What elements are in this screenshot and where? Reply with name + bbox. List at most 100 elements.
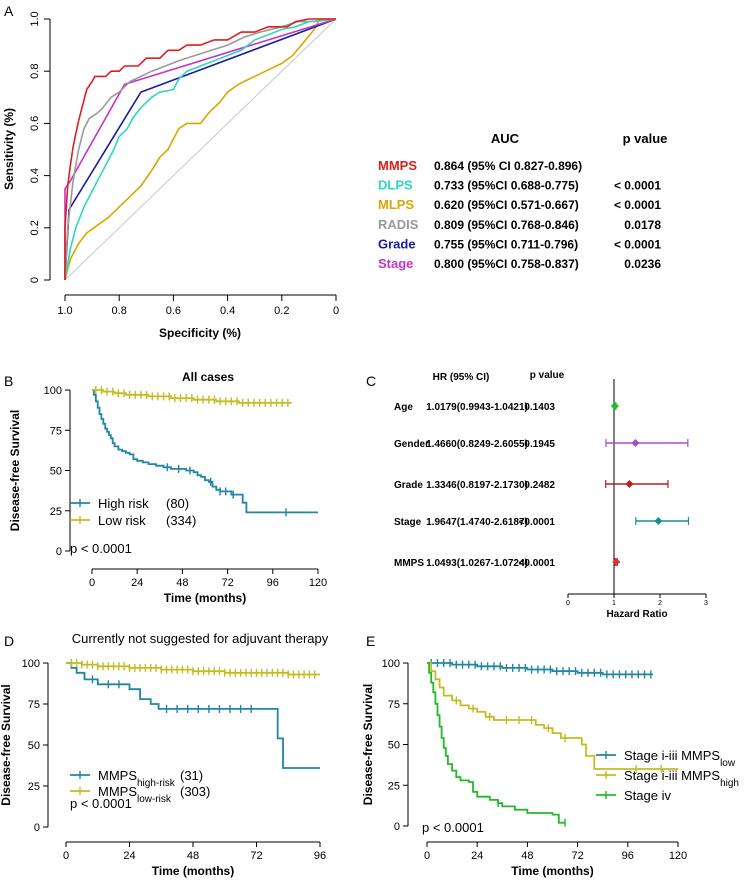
legend-count-2: (303) [180,784,210,799]
chart-title: Currently not suggested for adjuvant the… [72,631,329,646]
forest-point-estimate [610,402,619,410]
forest-point-estimate [654,517,663,525]
y-tick-label: 100 [382,658,400,670]
roc-curve-mlps [64,18,336,281]
x-tick-label: 120 [309,577,327,589]
forest-row-label: MMPS [394,558,424,569]
y-tick-label: 100 [44,385,62,397]
legend-label-2: MMPSlow-risk [98,784,172,805]
x-tick-label: 1.0 [57,305,72,317]
x-tick-label: 96 [314,850,326,862]
panel-letter-b: B [4,373,13,389]
auc-row-pvalue: < 0.0001 [614,198,661,212]
auc-row-pvalue: 0.0178 [624,218,661,232]
auc-row-pvalue: < 0.0001 [614,237,661,251]
x-tick-label: 0.6 [166,305,181,317]
legend-label-2: Stage i-iii MMPShigh [624,768,739,789]
y-axis-title: Sensitivity (%) [2,108,16,190]
legend-subscript: high [720,778,739,789]
legend-subscript: low-risk [137,794,172,805]
x-axis-title: Time (months) [511,864,593,878]
x-tick-label: 24 [471,850,483,862]
auc-row-value: 0.733 (95%CI 0.688-0.775) [434,179,579,193]
forest-row-hr: 1.0179(0.9943-1.0421) [426,402,528,413]
x-tick-label: 0 [89,577,95,589]
panel-letter-c: C [366,373,376,389]
x-tick-label: 24 [131,577,143,589]
legend-name: Stage iv [624,788,671,803]
panel-letter-a: A [4,3,14,19]
x-tick-label: 0 [333,305,339,317]
legend-name: Stage i-iii MMPS [624,748,720,763]
legend-count-1: (80) [166,496,189,511]
y-tick-label: 0.4 [29,168,41,183]
km-curve-1 [66,662,320,769]
pvalue-header: p value [623,131,668,146]
x-tick-label: 0.8 [112,305,127,317]
y-tick-label: 0.6 [29,116,41,131]
auc-row-value: 0.864 (95% CI 0.827-0.896) [434,159,582,173]
y-tick-label: 75 [388,699,400,711]
x-tick-label: 0.4 [220,305,235,317]
x-tick-label: 0.2 [274,305,289,317]
panel-letter-e: E [366,633,375,649]
y-tick-label: 100 [22,658,40,670]
x-tick-label: 72 [571,850,583,862]
forest-plot: 0 1 2 3 Hazard Ratio HR (95% CI) p value Age 1.0… [394,370,708,620]
forest-point-estimate [625,480,634,488]
auc-table: AUC p value MMPS 0.864 (95% CI 0.827-0.89… [378,131,667,271]
km-curve-3 [427,662,565,824]
auc-row-name-radis: RADIS [378,217,419,232]
y-tick-label: 0 [34,822,40,834]
legend-label-1: MMPShigh-risk [98,768,176,789]
y-tick-label: 1.0 [29,11,41,26]
y-tick-label: 0.2 [29,220,41,235]
roc-curve-radis [64,18,337,281]
x-axis-title: Time (months) [164,591,246,605]
roc-plot: 0 0.2 0.4 0.6 0.8 1.0 1.0 0.8 0.6 0.4 0.2 0 Specific… [2,11,339,340]
panel-e: E 0 25 50 75 100 0 24 48 72 96 120 Time (months) Dis… [361,633,739,878]
roc-curve-dlps [64,18,337,281]
forest-row-pvalue: 0.2482 [524,480,555,491]
auc-row-name-stage: Stage [378,256,413,271]
panel-b: B 0 25 50 75 100 0 24 48 72 96 120 Time (months) Dis… [4,370,327,605]
auc-row-value: 0.620 (95%CI 0.571-0.667) [434,198,579,212]
y-tick-label: 50 [388,740,400,752]
legend-name: MMPS [98,768,137,783]
pvalue-header: p value [530,370,565,381]
forest-row-label: Gender [394,439,429,450]
diagonal-reference-line [64,18,337,281]
auc-row-name-mlps: MLPS [378,197,414,212]
p-value-label: p < 0.0001 [422,820,484,835]
km-plot-not-suggested: 0 25 50 75 100 0 24 48 72 96 Time (months) Disease-… [0,631,329,878]
forest-row-hr: 1.3346(0.8197-2.1730) [426,480,528,491]
x-tick-label: 0 [424,850,430,862]
y-axis-title: Disease-free Survival [0,684,13,805]
legend-label-2: Low risk [98,513,146,528]
roc-curve-mmps [64,18,336,280]
forest-row-pvalue: 0.1403 [524,402,555,413]
forest-row-pvalue: <0.0001 [519,517,556,528]
forest-row-hr: 1.0493(1.0267-1.0724) [426,558,528,569]
auc-row-pvalue: < 0.0001 [614,179,661,193]
forest-row-pvalue: <0.0001 [519,558,556,569]
x-axis-title: Hazard Ratio [606,609,667,620]
legend-name: Low risk [98,513,146,528]
y-tick-label: 25 [28,781,40,793]
x-tick-label: 3 [704,600,708,607]
y-axis-title: Disease-free Survival [361,684,375,805]
km-plot-stage: 0 25 50 75 100 0 24 48 72 96 120 Time (months) Disea… [361,658,739,878]
x-tick-label: 72 [221,577,233,589]
x-tick-label: 120 [669,850,687,862]
y-axis-title: Disease-free Survival [8,410,22,531]
panel-d: D 0 25 50 75 100 0 24 48 72 96 Time (months) Diseas… [0,631,329,878]
x-tick-label: 48 [521,850,533,862]
y-tick-label: 75 [50,425,62,437]
legend-name: Stage i-iii MMPS [624,768,720,783]
x-tick-label: 2 [658,600,662,607]
legend-label-3: Stage iv [624,788,671,803]
legend-count-2: (334) [166,513,196,528]
auc-row-value: 0.755 (95%CI 0.711-0.796) [434,237,578,251]
x-axis-title: Specificity (%) [159,326,241,340]
